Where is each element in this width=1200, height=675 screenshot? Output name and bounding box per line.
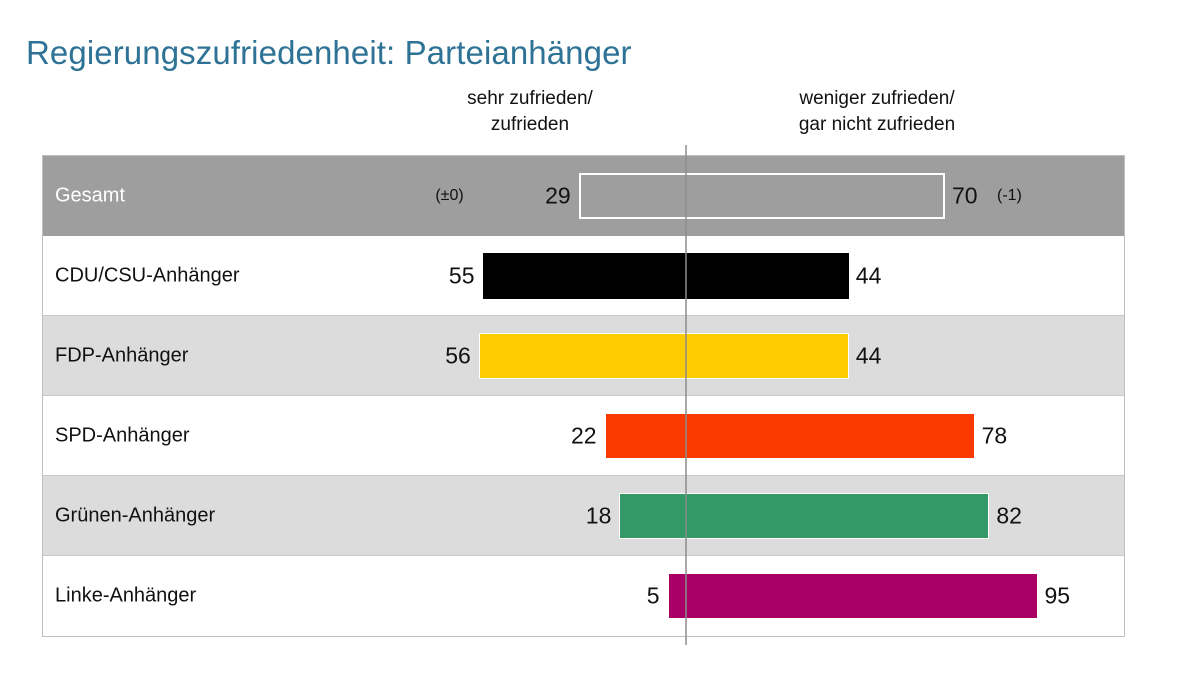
value-positive: 56 — [445, 342, 471, 368]
column-header-negative-line1: weniger zufrieden/ — [799, 88, 955, 109]
row-label: SPD-Anhänger — [55, 424, 190, 446]
diverging-bar — [482, 252, 849, 299]
value-negative: 78 — [981, 422, 1008, 448]
column-header-negative-line2: gar nicht zufrieden — [798, 114, 956, 135]
table-row: SPD-Anhänger 22 78 — [43, 396, 1124, 476]
center-axis-line — [685, 145, 687, 645]
diverging-bar — [578, 172, 945, 219]
column-header-negative: weniger zufrieden/ gar nicht zufrieden — [762, 86, 992, 138]
column-header-positive-line2: zufrieden — [490, 114, 570, 135]
delta-negative: (-1) — [997, 186, 1022, 204]
page-title: Regierungszufriedenheit: Parteianhänger — [26, 34, 632, 72]
column-header-positive: sehr zufrieden/ zufrieden — [430, 86, 630, 138]
value-positive: 29 — [545, 182, 571, 208]
column-header-positive-line1: sehr zufrieden/ — [467, 88, 593, 109]
value-negative: 44 — [855, 342, 882, 368]
value-negative: 95 — [1044, 582, 1071, 609]
row-label: Gesamt — [55, 184, 126, 206]
poll-results-table: Gesamt 29 70 (±0) (-1) CDU/CSU-Anhänger 55 44 FD… — [42, 155, 1125, 637]
row-label: CDU/CSU-Anhänger — [55, 264, 240, 286]
value-negative: 70 — [952, 182, 978, 208]
table-row: FDP-Anhänger 56 44 — [43, 316, 1124, 396]
value-negative: 44 — [855, 262, 882, 288]
row-label: Linke-Anhänger — [55, 584, 197, 607]
diverging-bar — [619, 492, 990, 539]
value-positive: 55 — [448, 262, 475, 288]
diverging-bar — [604, 412, 975, 459]
row-label: Grünen-Anhänger — [55, 504, 216, 526]
table-row: Grünen-Anhänger 18 82 — [43, 476, 1124, 556]
table-row: CDU/CSU-Anhänger 55 44 — [43, 236, 1124, 316]
value-positive: 18 — [585, 502, 612, 528]
table-row: Linke-Anhänger 5 95 — [43, 556, 1124, 636]
value-negative: 82 — [996, 502, 1022, 528]
diverging-bar — [667, 573, 1038, 619]
diverging-bar — [478, 332, 849, 379]
value-positive: 22 — [571, 422, 597, 448]
table-row: Gesamt 29 70 (±0) (-1) — [43, 156, 1124, 236]
row-label: FDP-Anhänger — [55, 344, 189, 366]
value-positive: 5 — [646, 582, 660, 609]
delta-positive: (±0) — [435, 186, 464, 204]
